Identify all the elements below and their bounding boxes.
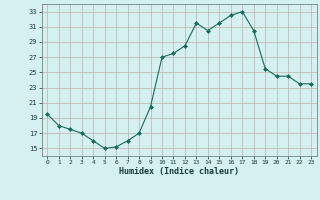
X-axis label: Humidex (Indice chaleur): Humidex (Indice chaleur) (119, 167, 239, 176)
